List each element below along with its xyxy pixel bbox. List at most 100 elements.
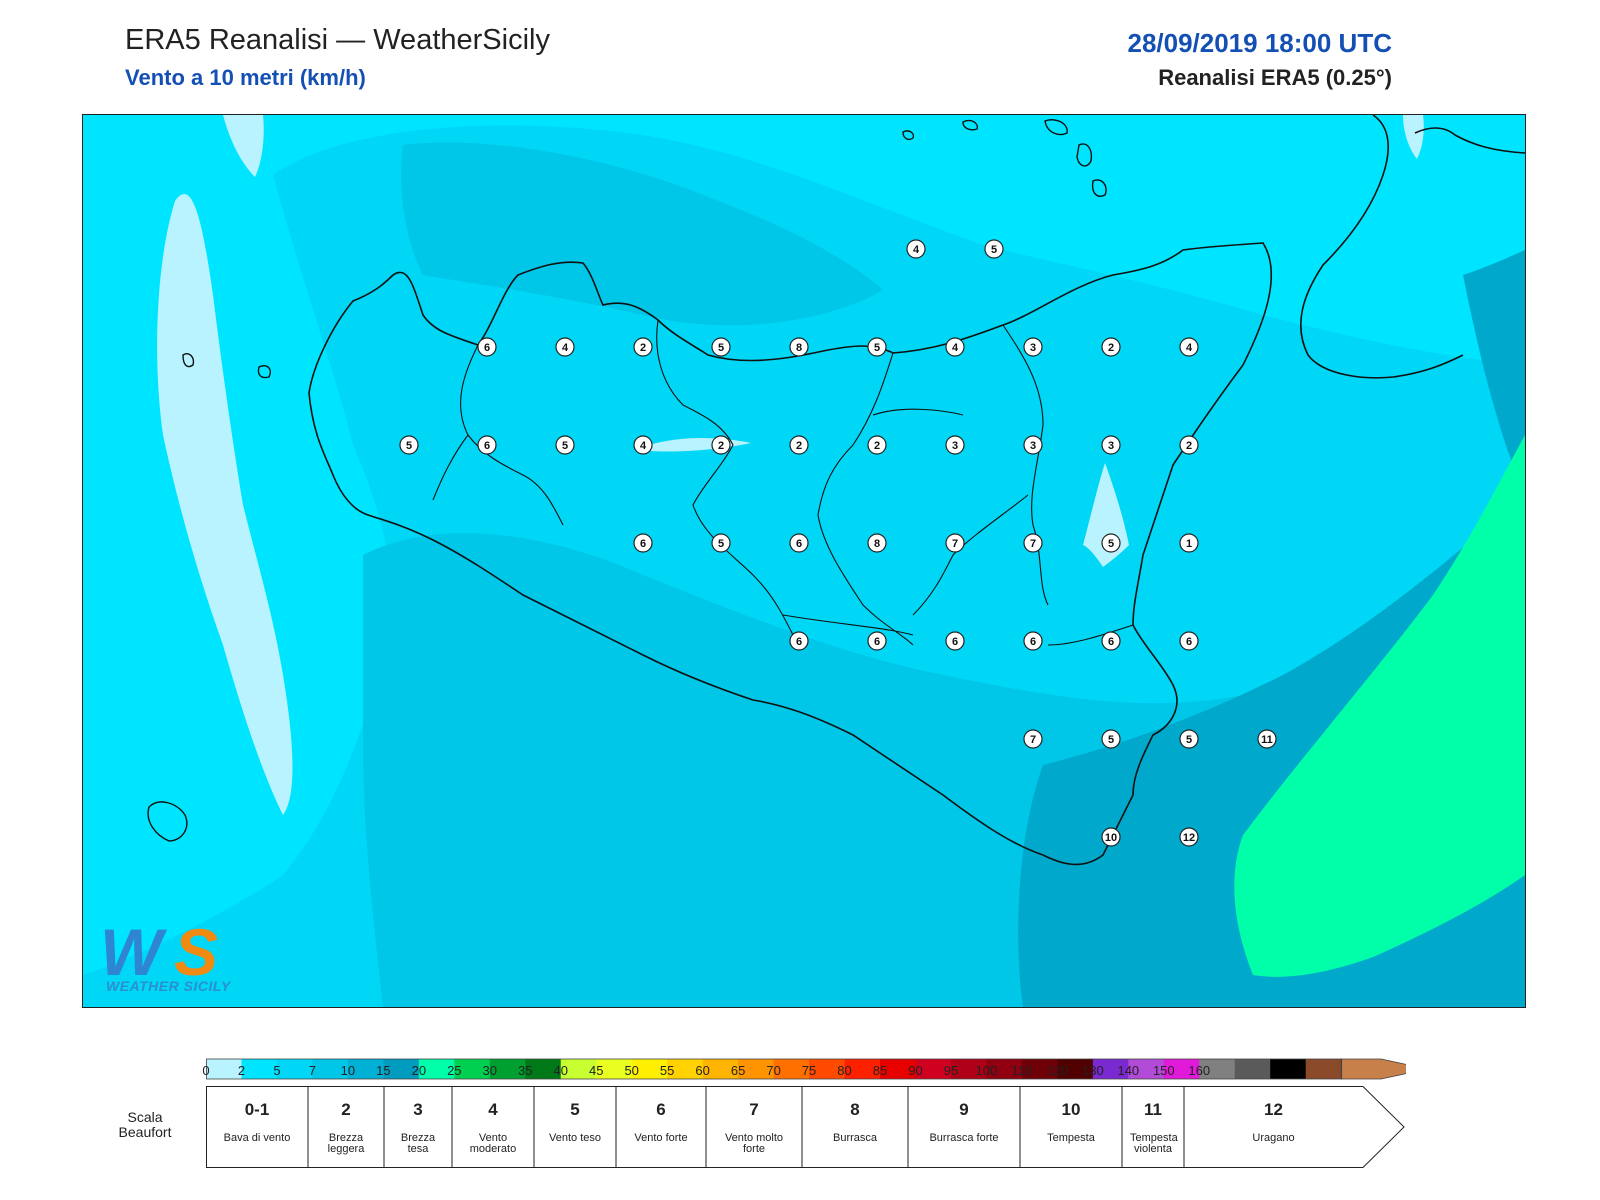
wind-marker-value: 12 [1183,832,1195,844]
beaufort-description: Burrasca [832,1132,878,1144]
wind-map[interactable]: 4 5 6 4 2 5 8 5 4 3 2 4 5 6 5 4 2 2 2 3 3 3 2 6 5 6 8 7 7 5 1 6 6 6 6 6 6 7 5 5… [82,114,1526,1008]
wind-marker-circle [711,435,731,455]
beaufort-description: Vento molto forte [724,1132,784,1155]
wind-marker-circle [1101,337,1121,357]
wind-marker-value: 3 [1108,440,1114,452]
wind-marker-value: 5 [1108,538,1114,550]
colorbar-tick-label: 70 [766,1063,781,1078]
beaufort-frame [206,1086,1405,1168]
beaufort-scale-label: Scala Beaufort [118,1109,172,1140]
colorbar-tick-label: 80 [837,1063,852,1078]
wind-band-10-15-east [1463,250,1525,495]
wind-marker-value: 6 [640,538,646,550]
wind-marker-circle [867,631,887,651]
wind-marker-circle [555,435,575,455]
wind-marker-circle [1101,435,1121,455]
wind-marker-circle [789,631,809,651]
colorbar-swatch [1092,1059,1129,1079]
map-title: ERA5 Reanalisi — WeatherSicily [125,24,550,56]
wind-marker-value: 4 [640,440,647,452]
colorbar-swatch [1270,1059,1307,1079]
wind-marker-circle [1179,435,1199,455]
colorbar-tick-label: 2 [237,1063,246,1078]
wind-marker-value: 5 [718,342,724,354]
wind-marker-circle [1101,631,1121,651]
wind-marker-circle [906,239,926,259]
wind-marker-value: 5 [1186,734,1192,746]
colorbar-tick-label: 95 [943,1063,959,1078]
wind-marker-circle [477,435,497,455]
wind-band-north [401,142,883,326]
colorbar-tick-label: 35 [518,1063,533,1078]
colorbar-tick-label: 140 [1117,1063,1140,1078]
beaufort-description: Bava di vento [223,1132,291,1144]
colorbar-swatch [809,1059,846,1079]
wind-marker-value: 6 [484,440,490,452]
wind-marker-circle [867,435,887,455]
colorbar-swatch [383,1059,420,1079]
wind-marker-circle [711,337,731,357]
wind-marker-circle [477,337,497,357]
wind-marker-circle [1257,729,1277,749]
beaufort-number: 12 [1264,1100,1283,1119]
colorbar-swatch [1234,1059,1271,1079]
beaufort-description: Vento teso [549,1132,601,1144]
wind-marker-value: 7 [1030,734,1036,746]
colorbar-swatch [844,1059,881,1079]
beaufort-cell: 11 Tempesta violenta [1122,1086,1184,1164]
wind-marker-value: 8 [796,342,802,354]
colorbar-tick-label: 90 [908,1063,923,1078]
beaufort-number: 9 [959,1100,969,1119]
colorbar-tick-label: 25 [447,1063,462,1078]
wind-marker-value: 4 [913,244,920,256]
wind-marker-circle [789,533,809,553]
colorbar-swatch [773,1059,810,1079]
wind-marker-circle [1023,729,1043,749]
colorbar-tick-label: 160 [1188,1063,1211,1078]
wind-marker-circle [789,337,809,357]
calm-patch-northeast [1403,115,1424,159]
colorbar-tick-label: 0 [202,1063,210,1078]
beaufort-cell: 10 Tempesta [1020,1086,1122,1164]
wind-marker-value: 6 [1108,636,1114,648]
wind-marker-circle [1023,435,1043,455]
wind-marker-circle [633,337,653,357]
wind-marker-value: 5 [1108,734,1114,746]
logo-letter-s: S [174,915,218,989]
wind-marker-value: 6 [952,636,958,648]
colorbar-tick-label: 55 [659,1063,675,1078]
beaufort-number: 6 [656,1100,666,1119]
beaufort-description: Vento moderato [469,1132,517,1155]
logo-letter-w: W [100,915,167,989]
colorbar-tick-label: 15 [376,1063,391,1078]
colorbar-tick-label: 75 [801,1063,817,1078]
wind-marker-circle [1179,631,1199,651]
colorbar-swatch [1021,1059,1058,1079]
wind-marker-value: 7 [952,538,958,550]
colorbar-swatch [206,1059,242,1079]
wind-marker-value: 10 [1105,832,1117,844]
beaufort-description: Uragano [1252,1132,1295,1144]
wind-marker-value: 5 [991,244,997,256]
wind-marker-circle [633,533,653,553]
beaufort-number: 0-1 [244,1100,270,1119]
beaufort-number: 4 [488,1100,498,1119]
island-aeolian-1 [962,119,978,131]
colorbar-swatch [454,1059,491,1079]
map-subtitle: Vento a 10 metri (km/h) [125,65,366,90]
wind-marker-value: 6 [796,636,802,648]
wind-marker-circle [1023,533,1043,553]
wind-field-svg: 4 5 6 4 2 5 8 5 4 3 2 4 5 6 5 4 2 2 2 3 3 3 2 6 5 6 8 7 7 5 1 6 6 6 6 6 6 7 5 5… [83,115,1525,1007]
colorbar-swatch [1057,1059,1094,1079]
wind-marker-value: 6 [874,636,880,648]
colorbar-swatch [986,1059,1023,1079]
colorbar-swatch [525,1059,562,1079]
calm-patch-west [157,194,293,815]
colorbar-swatch [489,1059,526,1079]
wind-marker-value: 2 [874,440,880,452]
beaufort-cell: 9 Burrasca forte [908,1086,1020,1164]
wind-force-markers: 4 5 6 4 2 5 8 5 4 3 2 4 5 6 5 4 2 2 2 3 3 3 2 6 5 6 8 7 7 5 1 6 6 6 6 6 6 7 5 5… [399,239,1277,847]
wind-marker-circle [867,533,887,553]
beaufort-number: 5 [570,1100,580,1119]
wind-marker-value: 5 [874,342,880,354]
